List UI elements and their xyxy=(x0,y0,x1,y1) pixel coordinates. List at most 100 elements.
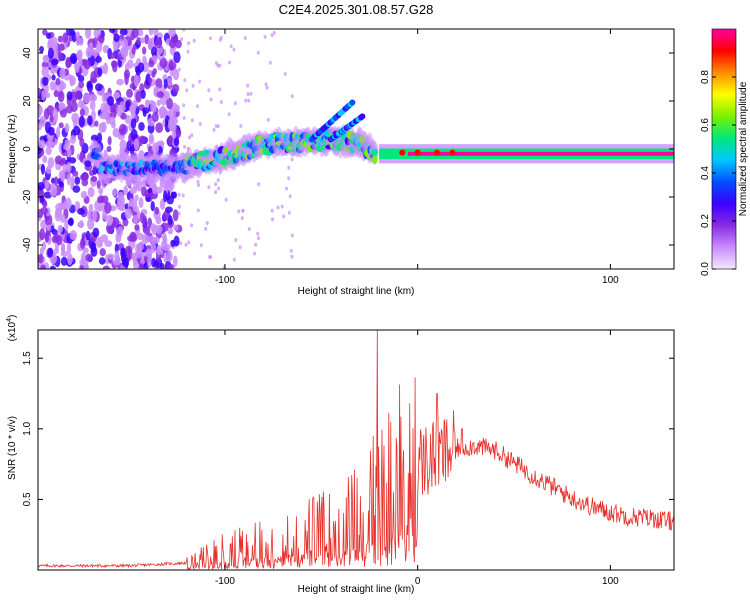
noise-blob xyxy=(57,35,64,43)
noise-blob xyxy=(141,186,147,197)
noise-blob xyxy=(173,51,181,64)
noise-blob xyxy=(287,176,291,181)
noise-blob xyxy=(253,251,257,256)
noise-blob xyxy=(142,109,147,117)
noise-blob xyxy=(82,58,88,66)
noise-blob xyxy=(44,213,53,226)
noise-blob xyxy=(208,255,212,260)
dominant-knot xyxy=(399,149,406,156)
noise-blob xyxy=(183,78,187,83)
noise-blob xyxy=(42,200,48,208)
noise-blob xyxy=(147,37,154,50)
noise-blob xyxy=(98,34,105,44)
noise-blob xyxy=(290,233,294,238)
noise-blob xyxy=(134,194,139,202)
signal-blob xyxy=(371,150,379,156)
noise-blob xyxy=(174,104,180,113)
noise-blob xyxy=(41,66,50,77)
noise-blob xyxy=(270,208,274,213)
noise-blob xyxy=(57,90,65,103)
noise-blob xyxy=(138,241,144,251)
noise-blob xyxy=(40,163,46,175)
noise-blob xyxy=(182,115,186,120)
noise-blob xyxy=(126,88,133,99)
spectrogram-xlabel: Height of straight line (km) xyxy=(298,286,415,297)
noise-blob xyxy=(287,210,291,215)
snr-xtick-label: -100 xyxy=(215,576,235,587)
noise-blob xyxy=(214,182,218,187)
dominant-knot xyxy=(414,149,421,156)
noise-blob xyxy=(139,135,146,144)
noise-blob xyxy=(41,89,46,101)
noise-blob xyxy=(116,226,123,237)
noise-blob xyxy=(228,60,232,65)
noise-blob xyxy=(48,36,54,49)
noise-blob xyxy=(81,178,89,187)
noise-blob xyxy=(101,92,107,103)
noise-blob xyxy=(66,161,72,173)
noise-blob xyxy=(216,124,220,129)
noise-blob xyxy=(183,144,187,149)
noise-blob xyxy=(151,112,159,123)
noise-blob xyxy=(98,122,106,133)
noise-blob xyxy=(247,227,251,232)
noise-blob xyxy=(172,68,180,81)
noise-blob xyxy=(187,240,191,245)
noise-blob xyxy=(100,234,108,243)
snr-plot-area xyxy=(38,330,674,570)
noise-blob xyxy=(72,185,81,193)
noise-blob xyxy=(99,112,107,120)
noise-blob xyxy=(88,42,94,49)
noise-blob xyxy=(270,33,274,38)
noise-blob xyxy=(199,243,203,248)
spectrogram-marks xyxy=(38,29,674,269)
noise-blob xyxy=(257,182,261,187)
noise-blob xyxy=(151,70,156,78)
noise-blob xyxy=(155,216,162,225)
noise-blob xyxy=(113,33,120,43)
noise-blob xyxy=(166,250,173,262)
noise-blob xyxy=(62,163,69,173)
noise-blob xyxy=(49,81,56,91)
noise-blob xyxy=(46,105,55,116)
spectrogram-ylabel: Frequency (Hz) xyxy=(7,115,18,184)
noise-blob xyxy=(95,83,103,92)
noise-blob xyxy=(173,224,179,231)
noise-blob xyxy=(53,247,59,254)
snr-xtick-label: 100 xyxy=(602,576,619,587)
noise-blob xyxy=(196,183,200,188)
noise-blob xyxy=(66,173,72,186)
noise-blob xyxy=(121,257,130,268)
spectrogram-ytick-label: 20 xyxy=(22,95,33,107)
noise-blob xyxy=(42,155,48,164)
noise-blob xyxy=(116,78,124,86)
noise-blob xyxy=(42,29,48,36)
noise-blob xyxy=(88,203,94,213)
noise-blob xyxy=(218,87,222,92)
spectrogram-ytick-label: -20 xyxy=(22,189,33,204)
noise-blob xyxy=(171,191,178,199)
noise-blob xyxy=(98,257,106,265)
noise-blob xyxy=(77,221,84,228)
noise-blob xyxy=(144,248,153,258)
noise-blob xyxy=(159,107,164,120)
noise-blob xyxy=(152,183,158,195)
noise-blob xyxy=(38,253,44,264)
noise-blob xyxy=(53,90,59,98)
colorbar-tick-label: 0.8 xyxy=(700,70,711,84)
noise-blob xyxy=(107,136,112,146)
noise-blob xyxy=(67,147,72,158)
spectrogram-xtick-label: -100 xyxy=(215,275,235,286)
noise-blob xyxy=(151,257,156,268)
spectrogram-ytick-label: 40 xyxy=(22,47,33,59)
noise-blob xyxy=(177,204,181,209)
noise-blob xyxy=(41,61,49,69)
noise-blob xyxy=(263,35,267,40)
noise-blob xyxy=(185,88,189,93)
noise-blob xyxy=(148,29,154,36)
noise-blob xyxy=(77,75,85,83)
noise-blob xyxy=(150,46,158,57)
noise-blob xyxy=(282,214,286,219)
noise-blob xyxy=(47,247,54,258)
noise-blob xyxy=(140,89,146,99)
